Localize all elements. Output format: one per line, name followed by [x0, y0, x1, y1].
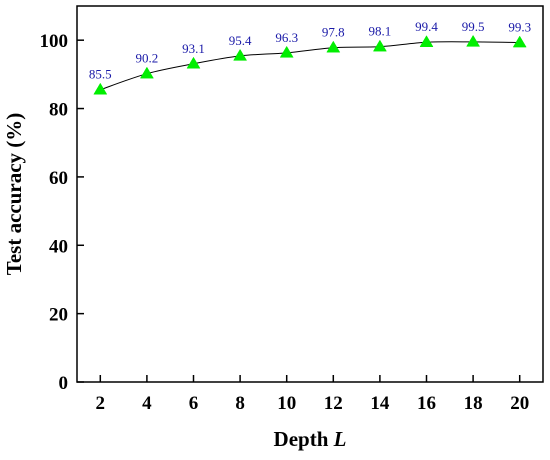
x-tick-label: 4 [142, 393, 152, 414]
triangle-marker [512, 35, 527, 48]
x-axis-title: Depth L [274, 427, 347, 451]
x-axis-title-variable: L [333, 427, 347, 451]
data-label: 90.2 [136, 51, 159, 66]
y-axis-title: Test accuracy (%) [2, 113, 26, 276]
y-tick-label: 60 [49, 168, 68, 189]
x-tick-label: 16 [417, 393, 436, 414]
data-label: 98.1 [369, 24, 392, 39]
data-label: 99.4 [415, 19, 438, 34]
x-tick-label: 14 [370, 393, 390, 414]
x-tick-label: 2 [96, 393, 106, 414]
triangle-marker [139, 66, 154, 79]
x-axis-ticks: 2 4 6 8 10 12 14 16 18 20 [96, 375, 529, 414]
triangle-marker [419, 35, 434, 47]
data-label: 99.5 [462, 19, 485, 34]
series-markers [93, 34, 527, 95]
triangle-marker [233, 48, 248, 61]
data-labels: 85.5 90.2 93.1 95.4 96.3 97.8 98.1 99.4 99.5 99.3 [89, 19, 531, 82]
data-label: 99.3 [508, 20, 531, 35]
y-tick-label: 100 [40, 31, 69, 52]
data-label: 85.5 [89, 67, 112, 82]
triangle-marker [466, 34, 481, 47]
plot-frame [76, 5, 544, 383]
x-tick-label: 18 [464, 393, 483, 414]
data-label: 97.8 [322, 25, 345, 40]
y-tick-label: 40 [49, 236, 68, 257]
data-label: 95.4 [229, 33, 252, 48]
data-label: 96.3 [275, 30, 298, 45]
y-tick-label: 20 [49, 305, 68, 326]
y-tick-label: 0 [59, 373, 69, 394]
x-tick-label: 20 [510, 393, 529, 414]
y-tick-label: 80 [49, 100, 68, 121]
x-tick-label: 10 [277, 393, 296, 414]
x-tick-label: 6 [189, 393, 199, 414]
triangle-marker [93, 82, 108, 95]
x-axis-title-main: Depth [274, 427, 329, 451]
x-tick-label: 8 [235, 393, 245, 414]
triangle-marker [372, 39, 387, 52]
triangle-marker [279, 45, 294, 58]
data-label: 93.1 [182, 41, 205, 56]
y-axis-ticks: 0 20 40 60 80 100 [40, 31, 84, 394]
series-line [100, 41, 520, 91]
triangle-marker [186, 56, 201, 69]
x-tick-label: 12 [324, 393, 343, 414]
triangle-marker [326, 40, 341, 53]
